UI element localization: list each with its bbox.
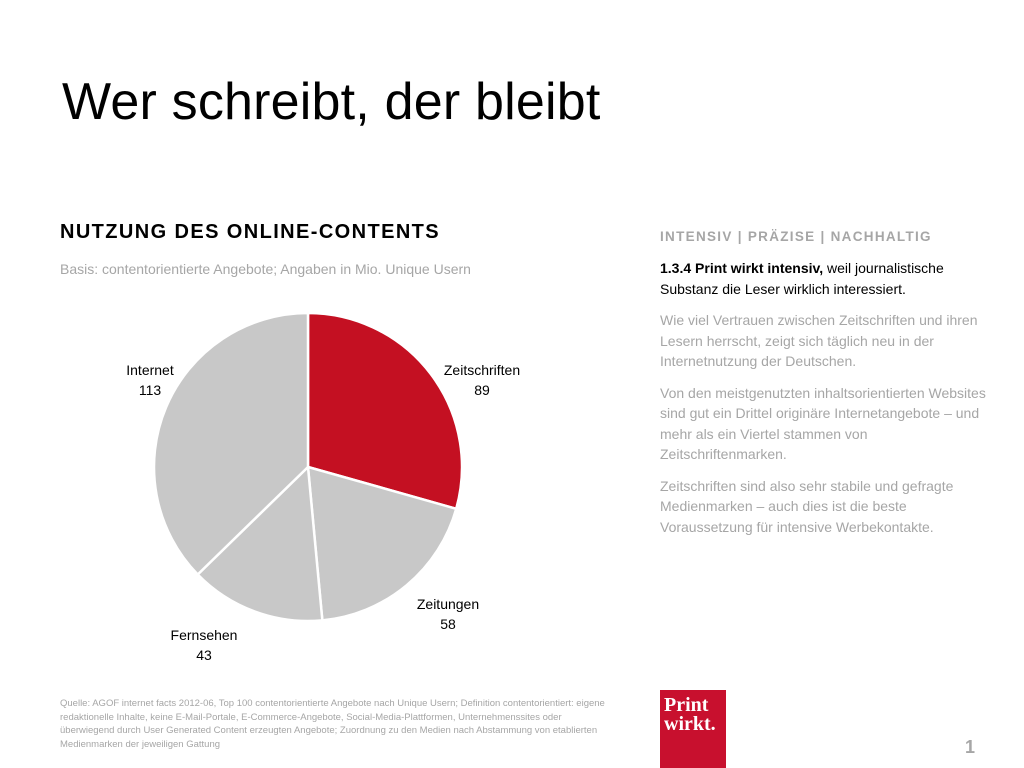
pie-label-fernsehen-name: Fernsehen bbox=[170, 627, 238, 643]
pie-label-internet-name: Internet bbox=[126, 362, 174, 378]
side-lead-bold: 1.3.4 Print wirkt intensiv, bbox=[660, 260, 824, 276]
side-lead-rest: weil journalistische Substanz die Leser … bbox=[660, 260, 944, 297]
pie-label-zeitungen-value: 58 bbox=[440, 616, 456, 632]
pie-slice-zeitschriften bbox=[306, 311, 464, 511]
pie-label-zeitschriften-name: Zeitschriften bbox=[443, 362, 521, 378]
logo-line-1: Print bbox=[664, 694, 709, 716]
pie-label-zeitungen-name: Zeitungen bbox=[416, 596, 480, 612]
page-title: Wer schreibt, der bleibt bbox=[62, 73, 601, 131]
pie-slice-internet bbox=[152, 311, 310, 576]
page-number: 1 bbox=[965, 737, 976, 757]
logo-line-2: wirkt. bbox=[664, 713, 716, 735]
pie-label-zeitungen: Zeitungen 58 bbox=[406, 594, 490, 634]
print-wirkt-logo: Print wirkt. bbox=[660, 690, 726, 768]
pie-label-fernsehen-value: 43 bbox=[196, 647, 212, 663]
pie-label-internet-value: 113 bbox=[138, 382, 162, 398]
chart-subtitle: Basis: contentorientierte Angebote; Anga… bbox=[60, 261, 471, 277]
side-lead: 1.3.4 Print wirkt intensiv, weil journal… bbox=[660, 258, 990, 299]
pie-label-zeitschriften: Zeitschriften 89 bbox=[436, 360, 528, 400]
pie-slice-zeitungen bbox=[306, 465, 458, 622]
side-text: 1.3.4 Print wirkt intensiv, weil journal… bbox=[660, 258, 990, 548]
chart-title: NUTZUNG DES ONLINE-CONTENTS bbox=[60, 221, 441, 243]
side-paragraph-3: Zeitschriften sind also sehr stabile und… bbox=[660, 477, 954, 535]
pie-label-zeitschriften-value: 89 bbox=[474, 382, 490, 398]
pie-slice-fernsehen bbox=[196, 465, 324, 623]
pie-label-fernsehen: Fernsehen 43 bbox=[160, 625, 248, 665]
side-paragraph-2: Von den meistgenutzten inhaltsorientiert… bbox=[660, 384, 986, 463]
source-note: Quelle: AGOF internet facts 2012-06, Top… bbox=[60, 698, 605, 750]
side-header: INTENSIV | PRÄZISE | NACHHALTIG bbox=[660, 229, 932, 244]
side-paragraph-1: Wie viel Vertrauen zwischen Zeitschrifte… bbox=[660, 312, 978, 369]
pie-label-internet: Internet 113 bbox=[112, 360, 188, 400]
